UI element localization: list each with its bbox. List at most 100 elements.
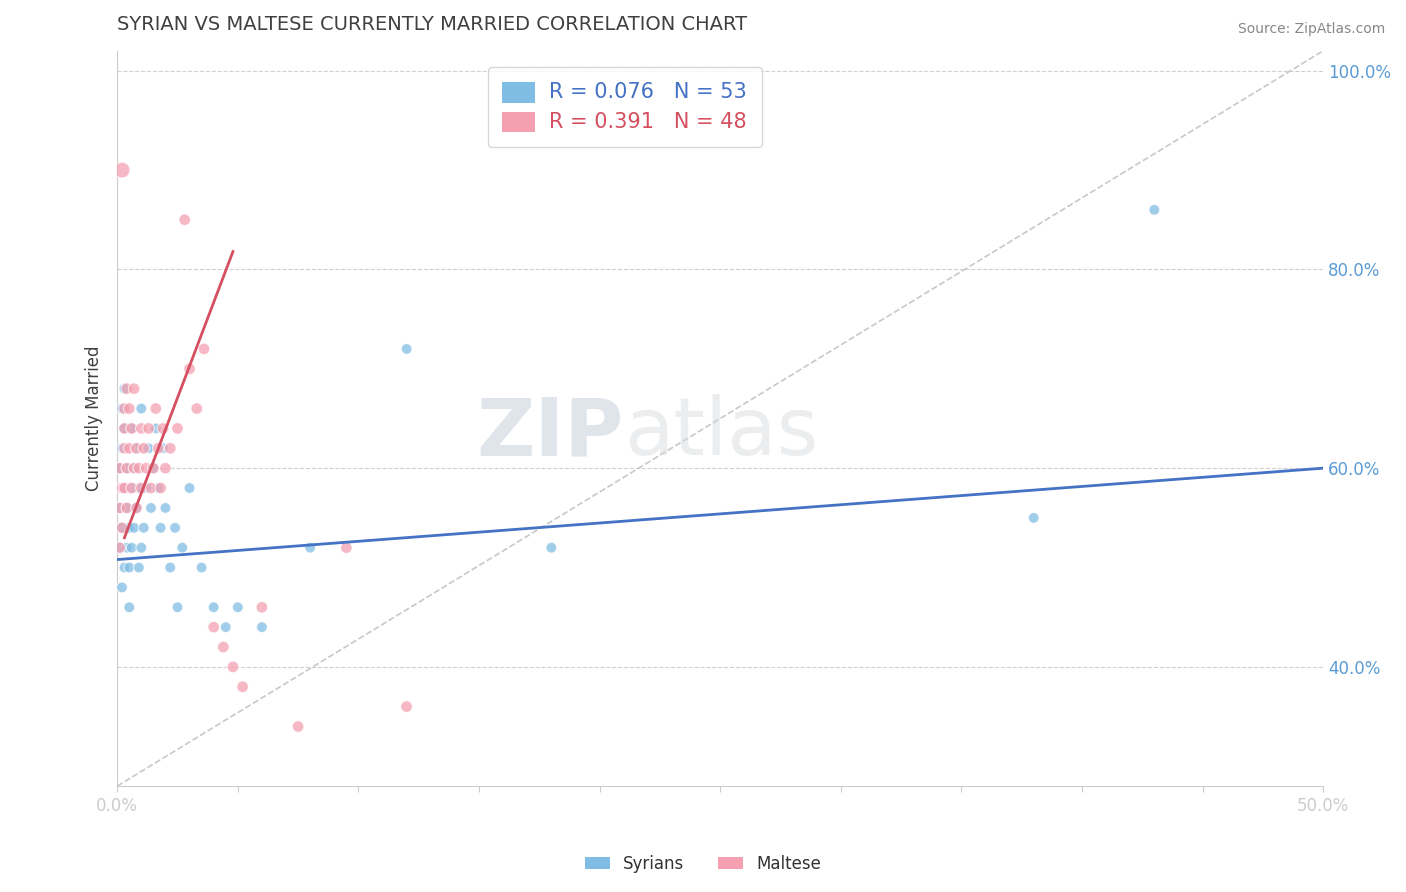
Point	[121, 421, 143, 435]
Point	[122, 382, 145, 396]
Point	[122, 461, 145, 475]
Point	[125, 442, 148, 456]
Point	[159, 442, 181, 456]
Point	[115, 541, 138, 555]
Point	[179, 361, 201, 376]
Point	[145, 401, 167, 416]
Point	[179, 481, 201, 495]
Point	[108, 500, 131, 515]
Point	[148, 481, 170, 495]
Point	[149, 481, 172, 495]
Point	[299, 541, 322, 555]
Text: Source: ZipAtlas.com: Source: ZipAtlas.com	[1237, 22, 1385, 37]
Point	[112, 442, 135, 456]
Point	[250, 620, 273, 634]
Point	[111, 163, 134, 178]
Point	[115, 461, 138, 475]
Point	[202, 600, 225, 615]
Point	[131, 481, 153, 495]
Point	[115, 500, 138, 515]
Text: ZIP: ZIP	[477, 394, 624, 472]
Point	[222, 660, 245, 674]
Point	[145, 421, 167, 435]
Point	[132, 442, 155, 456]
Point	[395, 342, 418, 356]
Y-axis label: Currently Married: Currently Married	[86, 346, 103, 491]
Point	[128, 481, 150, 495]
Point	[118, 521, 141, 535]
Point	[138, 421, 160, 435]
Point	[142, 461, 165, 475]
Point	[190, 560, 212, 574]
Point	[173, 212, 195, 227]
Point	[115, 382, 138, 396]
Point	[122, 521, 145, 535]
Point	[121, 421, 143, 435]
Point	[215, 620, 238, 634]
Point	[112, 481, 135, 495]
Point	[118, 600, 141, 615]
Point	[139, 500, 162, 515]
Point	[108, 461, 131, 475]
Point	[148, 442, 170, 456]
Legend: Syrians, Maltese: Syrians, Maltese	[578, 848, 828, 880]
Point	[112, 421, 135, 435]
Point	[111, 401, 134, 416]
Point	[212, 640, 235, 654]
Point	[131, 541, 153, 555]
Point	[202, 620, 225, 634]
Point	[125, 442, 148, 456]
Point	[132, 521, 155, 535]
Point	[131, 421, 153, 435]
Point	[115, 500, 138, 515]
Point	[118, 560, 141, 574]
Point	[108, 461, 131, 475]
Point	[166, 600, 188, 615]
Point	[111, 481, 134, 495]
Point	[193, 342, 215, 356]
Point	[540, 541, 562, 555]
Point	[111, 521, 134, 535]
Text: atlas: atlas	[624, 394, 818, 472]
Point	[111, 521, 134, 535]
Point	[125, 500, 148, 515]
Point	[112, 382, 135, 396]
Point	[112, 560, 135, 574]
Point	[111, 442, 134, 456]
Point	[335, 541, 357, 555]
Point	[226, 600, 249, 615]
Point	[121, 541, 143, 555]
Point	[186, 401, 208, 416]
Text: SYRIAN VS MALTESE CURRENTLY MARRIED CORRELATION CHART: SYRIAN VS MALTESE CURRENTLY MARRIED CORR…	[117, 15, 748, 34]
Point	[166, 421, 188, 435]
Point	[142, 461, 165, 475]
Point	[139, 481, 162, 495]
Point	[152, 442, 174, 456]
Point	[108, 500, 131, 515]
Point	[131, 401, 153, 416]
Point	[128, 560, 150, 574]
Point	[135, 481, 157, 495]
Point	[121, 481, 143, 495]
Legend: R = 0.076   N = 53, R = 0.391   N = 48: R = 0.076 N = 53, R = 0.391 N = 48	[488, 67, 762, 147]
Point	[149, 521, 172, 535]
Point	[108, 541, 131, 555]
Point	[121, 481, 143, 495]
Point	[128, 461, 150, 475]
Point	[172, 541, 194, 555]
Point	[111, 581, 134, 595]
Point	[395, 699, 418, 714]
Point	[138, 442, 160, 456]
Point	[118, 442, 141, 456]
Point	[155, 500, 177, 515]
Point	[1143, 202, 1166, 217]
Point	[159, 560, 181, 574]
Point	[1022, 511, 1045, 525]
Point	[165, 521, 187, 535]
Point	[250, 600, 273, 615]
Point	[232, 680, 254, 694]
Point	[135, 461, 157, 475]
Point	[115, 461, 138, 475]
Point	[155, 461, 177, 475]
Point	[112, 481, 135, 495]
